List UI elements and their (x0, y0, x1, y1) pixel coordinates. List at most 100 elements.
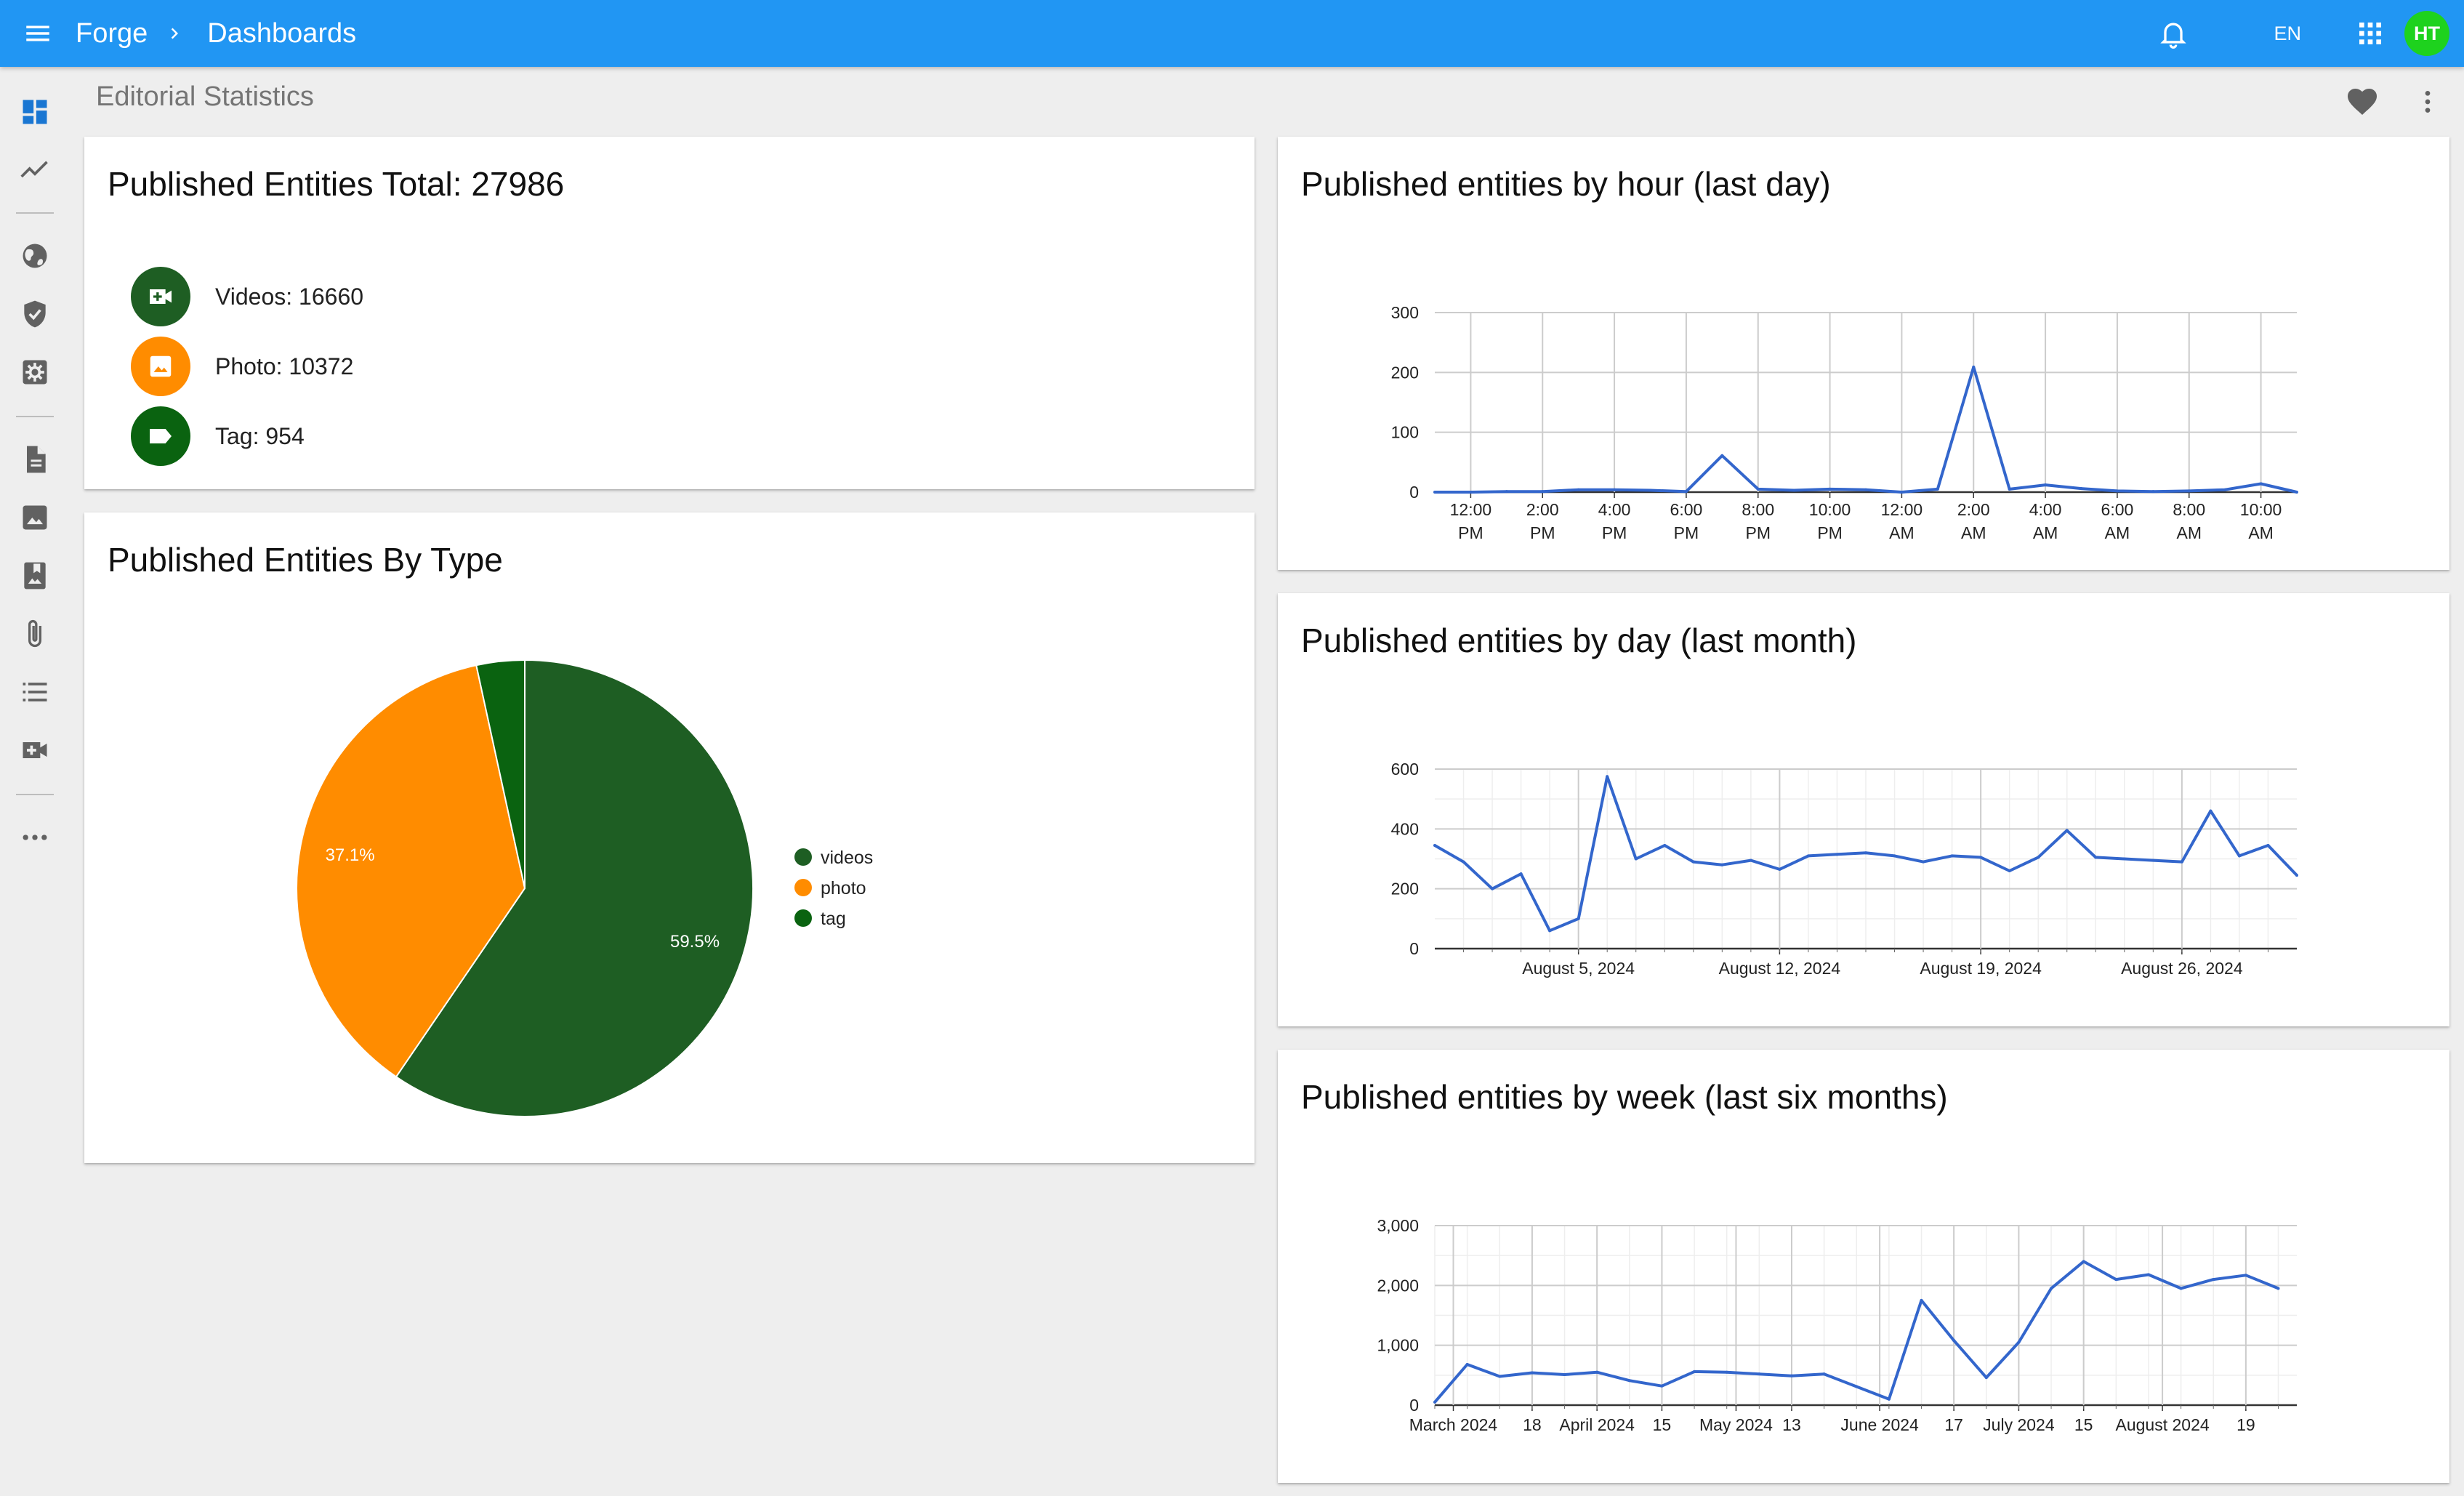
data-point (1462, 860, 1465, 864)
notifications-bell-icon[interactable] (2151, 12, 2195, 55)
more-vertical-icon[interactable] (2413, 80, 2442, 124)
total-tag: Tag: 954 (131, 401, 363, 471)
x-tick-label: 8:00 (2173, 500, 2205, 519)
data-point (1792, 488, 1796, 492)
data-point (1433, 491, 1436, 494)
data-point (2179, 1287, 2183, 1290)
y-tick-label: 2,000 (1377, 1276, 1419, 1295)
x-tick-label: PM (1530, 523, 1555, 542)
sidebar (0, 67, 70, 1496)
favorite-heart-icon[interactable] (2340, 80, 2384, 124)
data-point (1806, 854, 1810, 858)
data-point (1660, 1384, 1664, 1388)
more-horizontal-icon[interactable] (15, 817, 55, 858)
breadcrumb-app[interactable]: Forge (76, 17, 148, 49)
data-point (1720, 454, 1724, 457)
week-line-chart: 0 1,000 2,000 3,000 March 2024 18 April 2024 15… (1377, 1216, 2297, 1434)
data-point (1498, 1375, 1502, 1378)
data-point (2237, 854, 2241, 858)
x-tick-label: PM (1817, 523, 1843, 542)
x-tick-label: AM (2105, 523, 2130, 542)
total-videos-label: Videos: 16660 (215, 283, 364, 310)
data-point (2094, 856, 2098, 859)
document-icon[interactable] (15, 439, 55, 480)
x-tick-label: May 2024 (1699, 1415, 1773, 1434)
data-point (2079, 487, 2083, 491)
data-point (1900, 491, 1904, 494)
data-point (1627, 1379, 1631, 1383)
data-point (1530, 1371, 1534, 1375)
x-tick-label: August 12, 2024 (1719, 959, 1841, 978)
legend-label-videos: videos (821, 848, 873, 868)
apps-grid-icon[interactable] (2352, 15, 2388, 52)
data-point (1972, 365, 1976, 369)
x-tick-label: 4:00 (2029, 500, 2062, 519)
attachment-icon[interactable] (15, 614, 55, 654)
data-point (1756, 487, 1760, 491)
user-avatar[interactable]: HT (2404, 11, 2449, 56)
y-tick-label: 200 (1391, 880, 1419, 898)
data-point (1725, 1370, 1728, 1374)
x-tick-label: PM (1746, 523, 1771, 542)
bookmark-image-icon[interactable] (15, 555, 55, 596)
page-title: Editorial Statistics (96, 81, 314, 112)
x-tick-label: AM (2248, 523, 2274, 542)
data-point (2115, 489, 2119, 493)
total-photo: Photo: 10372 (131, 331, 363, 401)
x-tick-label: PM (1602, 523, 1627, 542)
data-point (1828, 487, 1832, 491)
data-point (1950, 854, 1954, 858)
data-point (2082, 1260, 2085, 1263)
data-point (1541, 490, 1545, 494)
data-point (1691, 860, 1695, 864)
breadcrumb: Forge Dashboards (76, 18, 356, 49)
x-tick-label: August 2024 (2116, 1415, 2210, 1434)
list-icon[interactable] (15, 672, 55, 712)
totals-card: Published Entities Total: 27986 Videos: … (84, 137, 1255, 489)
data-point (2180, 860, 2183, 864)
legend-swatch-videos (794, 848, 812, 866)
x-tick-label: 8:00 (1742, 500, 1774, 519)
legend-swatch-tag (794, 909, 812, 927)
data-point (1433, 1400, 1436, 1404)
breadcrumb-section[interactable]: Dashboards (207, 17, 357, 49)
data-point (1648, 488, 1652, 492)
series-line (1435, 365, 2298, 494)
x-tick-label: 6:00 (2101, 500, 2134, 519)
pie-slice-tag (475, 659, 526, 889)
menu-icon[interactable] (0, 0, 76, 67)
dashboard-icon[interactable] (15, 92, 55, 132)
by-type-card: Published Entities By Type 59.5% 37.1% vid… (84, 512, 1255, 1163)
settings-box-icon[interactable] (15, 352, 55, 393)
data-point (2146, 1273, 2150, 1276)
x-tick-label: AM (2033, 523, 2058, 542)
data-point (1920, 1298, 1923, 1302)
x-tick-label: 17 (1944, 1415, 1963, 1434)
data-point (2259, 482, 2263, 486)
video-add-icon[interactable] (15, 730, 55, 771)
data-point (2008, 487, 2011, 491)
data-point (1864, 488, 1867, 491)
by-week-title: Published entities by week (last six mon… (1301, 1078, 1948, 1116)
data-point (1887, 1397, 1891, 1401)
legend-label-tag: tag (821, 909, 846, 929)
image-icon[interactable] (15, 497, 55, 538)
language-selector[interactable]: EN (2274, 22, 2301, 44)
globe-icon[interactable] (15, 236, 55, 276)
y-tick-label: 300 (1391, 303, 1419, 322)
data-point (2017, 1340, 2021, 1344)
trending-icon[interactable] (15, 148, 55, 189)
data-point (1491, 887, 1494, 890)
data-point (2295, 491, 2298, 494)
data-point (2065, 829, 2069, 832)
data-point (2276, 1287, 2280, 1290)
data-point (1663, 843, 1667, 847)
data-point (1684, 490, 1688, 494)
data-point (1789, 1374, 1793, 1378)
data-point (1469, 491, 1473, 494)
by-day-title: Published entities by day (last month) (1301, 622, 1857, 659)
x-tick-label: July 2024 (1983, 1415, 2055, 1434)
shield-check-icon[interactable] (15, 294, 55, 334)
total-videos: Videos: 16660 (131, 262, 363, 331)
data-point (2050, 1287, 2053, 1290)
